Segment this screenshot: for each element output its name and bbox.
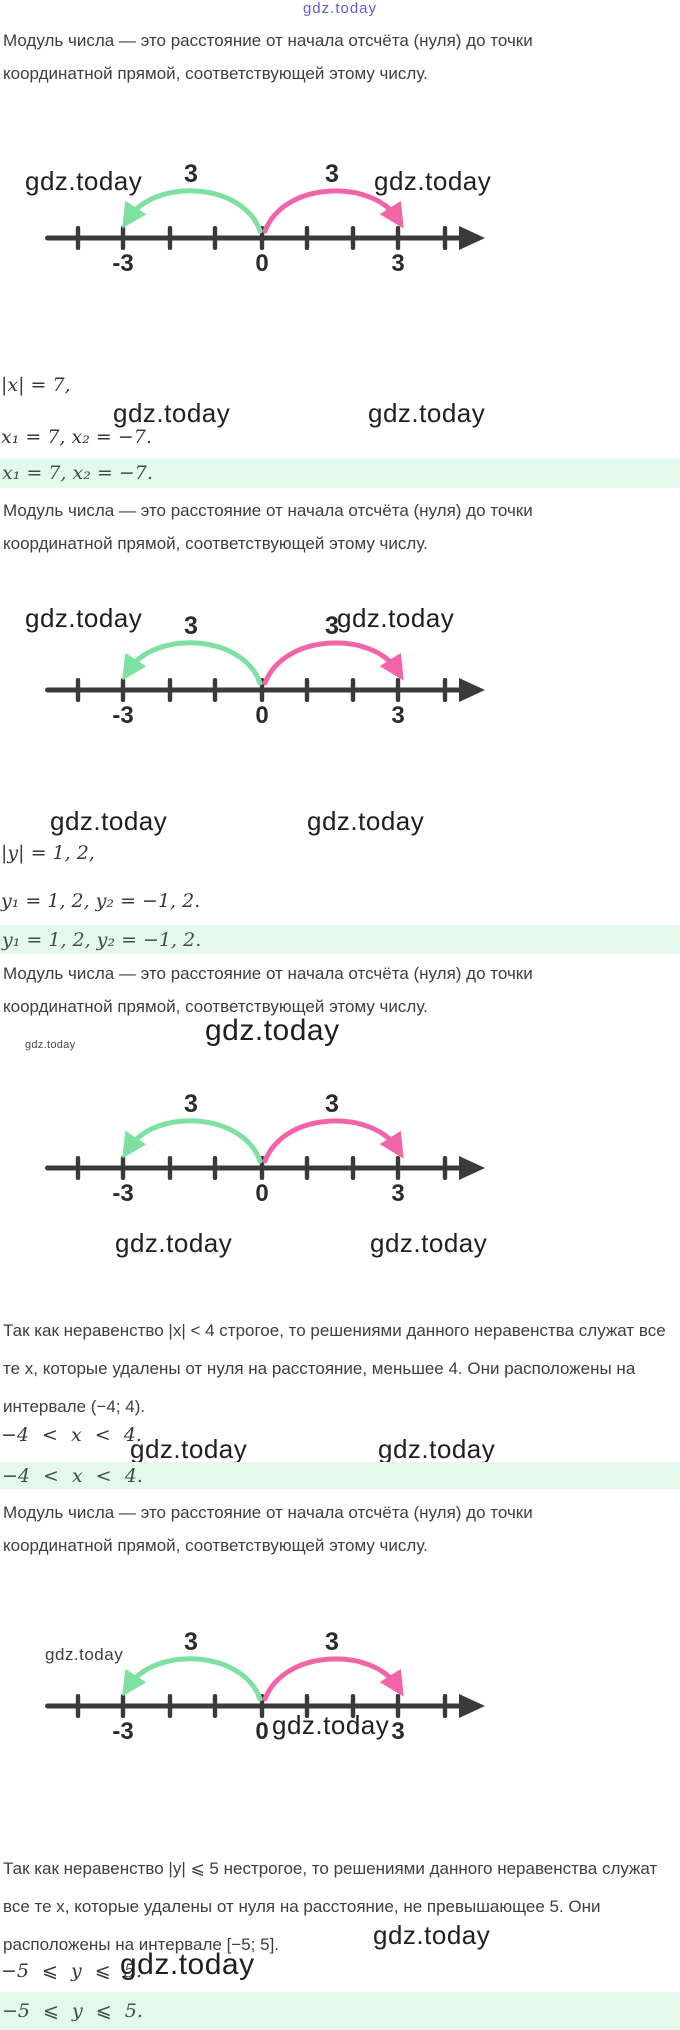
axis-arrowhead-icon [459,678,485,702]
watermark: gdz.today [113,398,231,428]
watermark: gdz.today [25,1039,76,1051]
green-arc-arrow [122,1656,263,1702]
tick-label-3: 3 [391,1718,404,1744]
arc-label-left: 3 [184,612,198,640]
arc-label-left: 3 [184,160,198,188]
axis-arrowhead-icon [459,226,485,250]
arc-label-right: 3 [325,160,339,188]
green-arc-arrow [122,1118,263,1164]
axis-line [45,1165,467,1171]
tick-label-neg3: -3 [112,702,133,728]
solution-equation: y₁ = 1, 2, y₂ = −1, 2. [1,890,201,912]
answer-equation: −4 < x < 4. [2,1464,143,1487]
watermark: gdz.today [370,1228,488,1258]
arc-label-right: 3 [325,1628,339,1656]
pink-arc-arrow [262,640,404,686]
watermark: gdz.today [374,166,492,196]
watermark: gdz.today [45,1645,124,1664]
definition-paragraph: Модуль числа — это расстояние от начала … [3,964,533,1016]
watermark: gdz.today [373,1920,491,1950]
green-arc-arrow [122,188,263,234]
watermark: gdz.today [50,806,168,836]
tick-label-0: 0 [255,1718,268,1744]
inequality-note-paragraph: Так как неравенство |x| < 4 строгое, то … [3,1321,666,1416]
tick-label-3: 3 [391,702,404,728]
watermark: gdz.today [120,1948,255,1981]
arc-label-right: 3 [325,612,339,640]
answer-highlight: −5 ⩽ y ⩽ 5. [0,1992,680,2030]
inequality-note-paragraph: Так как неравенство |y| ⩽ 5 нестрогое, т… [3,1859,658,1954]
solution-equation: x₁ = 7, x₂ = −7. [1,426,152,448]
watermark: gdz.today [25,603,143,633]
watermark: gdz.today [272,1710,390,1740]
tick-label-neg3: -3 [112,1180,133,1206]
tick-label-3: 3 [391,1180,404,1206]
arc-label-left: 3 [184,1090,198,1118]
definition-paragraph: Модуль числа — это расстояние от начала … [3,31,533,83]
arc-label-left: 3 [184,1628,198,1656]
answer-equation: y₁ = 1, 2, y₂ = −1, 2. [2,928,202,951]
number-line-svg: 3 3 -3 0 3 [45,1090,485,1206]
watermark: gdz.today [205,1014,340,1047]
tick-label-0: 0 [255,702,268,728]
watermark: gdz.today [25,166,143,196]
axis-arrowhead-icon [459,1156,485,1180]
answer-equation: −5 ⩽ y ⩽ 5. [2,2000,143,2022]
pink-arc-arrow [262,188,404,234]
answer-highlight: −4 < x < 4. [0,1462,680,1489]
answer-highlight: x₁ = 7, x₂ = −7. [0,458,680,488]
tick-label-0: 0 [255,1180,268,1206]
watermark: gdz.today [130,1434,248,1464]
watermark: gdz.today [302,0,378,17]
green-arc-arrow [122,640,263,686]
number-line-svg: 3 3 -3 0 3 [45,1628,485,1744]
tick-marks [75,1694,448,1718]
given-equation: |y| = 1, 2, [1,842,95,864]
number-line-svg: 3 3 -3 0 3 [45,160,485,276]
watermark: gdz.today [368,398,486,428]
watermark: gdz.today [337,603,455,633]
tick-label-3: 3 [391,250,404,276]
axis-line [45,235,467,241]
solution-equation: −4 < x < 4. [1,1424,142,1446]
solution-equation: −5 ⩽ y ⩽ 5. [1,1960,142,1982]
tick-label-neg3: -3 [112,1718,133,1744]
tick-label-0: 0 [255,250,268,276]
watermark: gdz.today [307,806,425,836]
pink-arc-arrow [262,1118,404,1164]
definition-paragraph: Модуль числа — это расстояние от начала … [3,501,533,553]
watermark: gdz.today [378,1434,496,1464]
number-line-diagram: 3 3 -3 0 3 [45,610,487,730]
pink-arc-arrow [262,1656,404,1702]
arc-label-right: 3 [325,1090,339,1118]
number-line-diagram: 3 3 -3 0 3 [45,1088,487,1208]
given-equation: |x| = 7, [1,374,71,396]
number-line-diagram: 3 3 -3 0 3 [45,1626,487,1746]
watermark: gdz.today [115,1228,233,1258]
axis-arrowhead-icon [459,1694,485,1718]
tick-label-neg3: -3 [112,250,133,276]
axis-line [45,1703,467,1709]
tick-marks [75,678,448,702]
tick-marks [75,1156,448,1180]
answer-highlight: y₁ = 1, 2, y₂ = −1, 2. [0,925,680,954]
definition-paragraph: Модуль числа — это расстояние от начала … [3,1503,533,1555]
number-line-diagram: 3 3 -3 0 3 [45,158,487,278]
axis-line [45,687,467,693]
number-line-svg: 3 3 -3 0 3 [45,612,485,728]
answer-equation: x₁ = 7, x₂ = −7. [2,462,153,484]
